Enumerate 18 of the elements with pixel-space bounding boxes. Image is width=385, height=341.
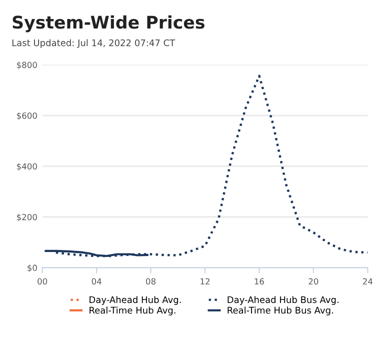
y-tick-label: $600 <box>16 112 37 120</box>
chart-subtitle: Last Updated: Jul 14, 2022 07:47 CT <box>12 39 176 48</box>
y-tick-label: $400 <box>16 163 37 171</box>
x-tick-label: 08 <box>146 278 156 285</box>
x-tick-label: 16 <box>254 278 264 285</box>
y-tick-label: $0 <box>28 264 37 272</box>
y-tick-label: $200 <box>16 214 37 222</box>
legend-label: Day-Ahead Hub Bus Avg. <box>228 296 338 305</box>
x-tick-label: 20 <box>308 278 318 285</box>
legend-label: Real-Time Hub Bus Avg. <box>228 306 333 316</box>
chart-title: System-Wide Prices <box>12 15 204 32</box>
legend-label: Real-Time Hub Avg. <box>90 306 176 316</box>
legend-label: Day-Ahead Hub Avg. <box>90 296 181 305</box>
x-tick-label: 04 <box>92 278 102 285</box>
x-tick-label: 24 <box>362 278 373 284</box>
y-tick-label: $800 <box>16 62 37 70</box>
x-tick-label: 12 <box>200 278 210 284</box>
x-tick-label: 00 <box>38 278 48 285</box>
